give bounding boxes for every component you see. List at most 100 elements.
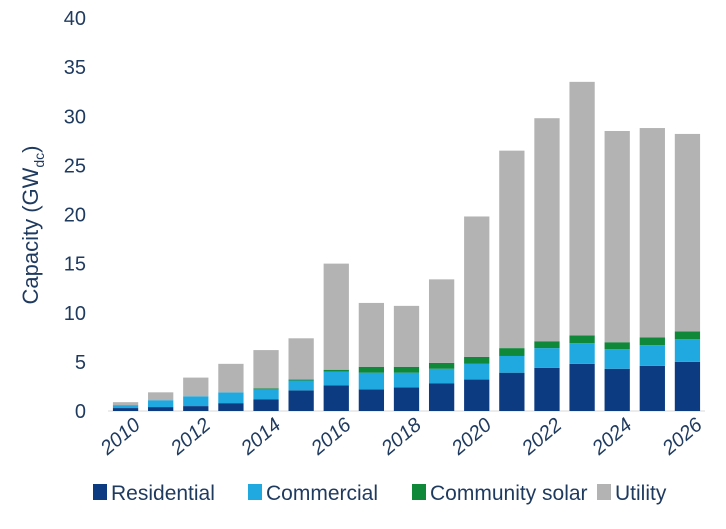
bar-residential-2011 — [148, 407, 174, 411]
bar-community-solar-2026 — [674, 331, 701, 340]
x-tick-label: 2024 — [587, 414, 636, 460]
bar-community-solar-2021 — [499, 348, 525, 356]
y-axis-label: Capacity (GWdc) — [18, 145, 47, 304]
x-tick-label: 2010 — [96, 414, 145, 460]
legend-item-utility: Utility — [597, 482, 667, 505]
y-tick-label: 15 — [64, 254, 86, 276]
bar-stack-2018 — [393, 305, 420, 411]
bar-residential-2020 — [464, 379, 490, 411]
bar-residential-2014 — [253, 399, 279, 411]
bar-community-solar-2025 — [639, 337, 665, 346]
bar-residential-2026 — [674, 361, 701, 412]
bar-utility-2026 — [674, 133, 701, 332]
bar-stack-2019 — [428, 279, 455, 411]
bar-utility-2013 — [218, 363, 244, 393]
bar-community-solar-2022 — [534, 341, 560, 349]
bar-commercial-2023 — [569, 343, 595, 364]
bar-residential-2024 — [604, 368, 630, 411]
bar-stack-2010 — [112, 402, 139, 411]
y-tick-label: 35 — [64, 57, 86, 79]
bar-commercial-2014 — [253, 389, 279, 400]
bar-stack-2014 — [253, 350, 279, 411]
bar-commercial-2015 — [288, 380, 314, 391]
bar-utility-2010 — [112, 402, 139, 406]
bar-stack-2023 — [569, 81, 595, 411]
bar-community-solar-2024 — [604, 342, 630, 350]
bar-commercial-2017 — [358, 372, 385, 390]
x-tick-label: 2022 — [517, 414, 566, 460]
bar-commercial-2020 — [464, 363, 490, 380]
bar-utility-2021 — [499, 150, 525, 349]
bar-residential-2015 — [288, 390, 314, 411]
legend-swatch — [597, 484, 611, 500]
bar-residential-2018 — [393, 387, 420, 411]
y-tick-label: 5 — [75, 352, 86, 374]
bar-utility-2016 — [323, 263, 349, 370]
bar-commercial-2010 — [112, 405, 139, 409]
bar-residential-2016 — [323, 385, 349, 411]
bar-commercial-2025 — [639, 345, 665, 366]
bar-utility-2022 — [534, 118, 560, 342]
y-tick-label: 20 — [64, 205, 86, 227]
bar-stack-2015 — [288, 338, 314, 411]
y-tick-label: 40 — [64, 8, 86, 30]
y-tick-label: 25 — [64, 155, 86, 177]
legend-label: Community solar — [430, 482, 588, 505]
y-axis-ticks: 0 5 10 15 20 25 30 35 40 — [64, 8, 86, 423]
bar-community-solar-2019 — [428, 362, 455, 369]
bar-stack-2012 — [183, 377, 209, 411]
bar-residential-2013 — [218, 403, 244, 411]
bar-utility-2012 — [183, 377, 209, 397]
bar-stack-2016 — [323, 263, 349, 411]
legend-item-residential: Residential — [93, 482, 215, 505]
legend-swatch — [412, 484, 426, 500]
bar-commercial-2012 — [183, 396, 209, 407]
bar-residential-2017 — [358, 389, 385, 411]
bar-utility-2014 — [253, 350, 279, 389]
bar-commercial-2026 — [674, 339, 701, 362]
bars — [112, 81, 701, 412]
bar-utility-2018 — [393, 305, 420, 367]
x-tick-label: 2020 — [447, 414, 496, 460]
x-tick-label: 2012 — [166, 414, 215, 460]
bar-stack-2025 — [639, 128, 665, 411]
y-tick-label: 30 — [64, 106, 86, 128]
bar-stack-2021 — [499, 150, 525, 411]
bar-community-solar-2017 — [358, 366, 385, 373]
x-tick-label: 2016 — [306, 413, 356, 460]
bar-community-solar-2015 — [288, 379, 314, 381]
legend-label: Residential — [111, 482, 215, 505]
legend-item-community-solar: Community solar — [412, 482, 588, 505]
bar-stack-2020 — [464, 216, 490, 411]
bar-commercial-2016 — [323, 371, 349, 386]
bar-utility-2024 — [604, 130, 630, 343]
bar-commercial-2018 — [393, 372, 420, 388]
y-axis-label-close: ) — [18, 145, 43, 152]
legend-swatch — [248, 484, 262, 500]
bar-residential-2019 — [428, 383, 455, 411]
y-axis-label-main: Capacity (GW — [18, 167, 43, 304]
bar-utility-2023 — [569, 81, 595, 336]
bar-commercial-2022 — [534, 348, 560, 368]
y-axis-label-subscript: dc — [31, 153, 47, 168]
x-axis-ticks: 2010 2012 2014 2016 2018 2020 2022 2024 2026 — [96, 413, 708, 460]
bar-commercial-2024 — [604, 349, 630, 369]
bar-commercial-2021 — [499, 355, 525, 373]
bar-commercial-2013 — [218, 392, 244, 404]
x-tick-label: 2014 — [236, 414, 285, 460]
bar-utility-2011 — [148, 392, 174, 401]
bar-stack-2022 — [534, 118, 560, 411]
bar-stack-2013 — [218, 363, 244, 411]
bar-utility-2025 — [639, 128, 665, 338]
bar-community-solar-2018 — [393, 366, 420, 373]
bar-utility-2020 — [464, 216, 490, 357]
x-tick-label: 2018 — [377, 414, 426, 460]
bar-utility-2019 — [428, 279, 455, 363]
legend-label: Commercial — [266, 482, 378, 505]
bar-stack-2026 — [674, 133, 701, 412]
bar-stack-2011 — [148, 392, 174, 411]
bar-stack-2024 — [604, 130, 630, 411]
legend-label: Utility — [615, 482, 667, 505]
legend: Residential Commercial Community solar Util… — [93, 482, 667, 505]
